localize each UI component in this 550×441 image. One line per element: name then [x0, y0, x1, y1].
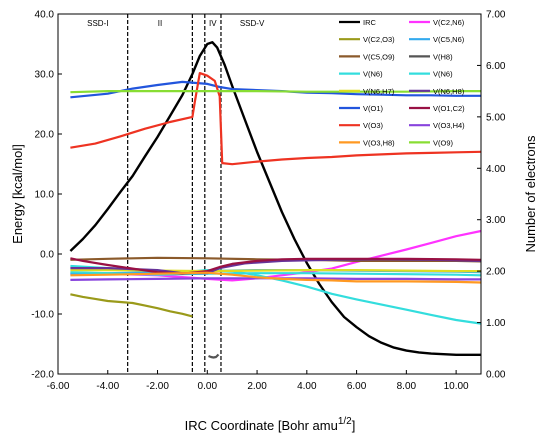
legend-label: V(N6): [433, 70, 453, 79]
legend-label: V(O3): [363, 121, 384, 130]
x-axis: -6.00 -4.00 -2.00 0.00 2.00 4.00 6.00 8.00 10.00: [47, 370, 469, 392]
x-tick-label: 6.00: [347, 381, 367, 392]
region-label: SSD-V: [240, 19, 265, 28]
y-axis-right: 7.00 6.00 5.00 4.00 3.00 2.00 1.00 0.00: [477, 10, 506, 381]
series-line-v-o3-h8-14: [70, 271, 482, 284]
x-axis-label: IRC Coordinate [Bohr amu1/2]: [185, 416, 356, 433]
y-right-tick-label: 4.00: [486, 164, 506, 175]
series-lines: [69, 41, 482, 359]
series-line-v-o9-15: [70, 90, 481, 94]
legend-label: V(N6): [363, 70, 383, 79]
plot-frame: [57, 13, 482, 375]
legend-label: V(C5,N6): [433, 35, 465, 44]
series-line-v-o1-c2-11: [70, 257, 482, 275]
series-line-v-o3-12: [70, 72, 482, 166]
x-tick-label: -2.00: [146, 381, 169, 392]
x-tick-label: 2.00: [247, 381, 267, 392]
region-lines: [127, 14, 222, 374]
region-label: II: [158, 19, 162, 28]
x-tick-label: -6.00: [47, 381, 70, 392]
series-line-v-h8-5: [208, 353, 220, 359]
series-line-v-o1-10: [70, 80, 481, 99]
y-tick-label: -20.0: [31, 370, 54, 381]
legend-label: V(O3,H4): [433, 121, 465, 130]
y-right-tick-label: 1.00: [486, 318, 506, 329]
x-tick-label: 0.00: [198, 381, 218, 392]
y-right-tick-label: 3.00: [486, 215, 506, 226]
y-right-tick-label: 5.00: [486, 112, 506, 123]
x-tick-label: -4.00: [96, 381, 119, 392]
y-tick-label: 20.0: [35, 130, 55, 141]
legend-label: V(C2,N6): [433, 18, 465, 27]
y-right-tick-label: 2.00: [486, 267, 506, 278]
x-tick-label: 8.00: [397, 381, 417, 392]
region-labels: SSD-I II IV SSD-V: [87, 19, 265, 28]
legend-label: V(C5,O9): [363, 52, 395, 61]
y-tick-label: 10.0: [35, 190, 55, 201]
y-tick-label: -10.0: [31, 310, 54, 321]
y-tick-label: 40.0: [35, 10, 55, 21]
y-tick-label: 0.0: [40, 250, 54, 261]
legend-label: V(H8): [433, 52, 453, 61]
legend-label: V(O3,H8): [363, 138, 395, 147]
series-line-v-c2-o3-2: [70, 293, 193, 318]
y-axis-label-right: Number of electrons: [523, 135, 538, 253]
region-label: SSD-I: [87, 19, 108, 28]
series-line-v-n6-h7-8: [70, 269, 481, 273]
legend-label: V(N6,H8): [433, 87, 465, 96]
x-tick-label: 4.00: [297, 381, 317, 392]
legend-label: IRC: [363, 18, 377, 27]
y-right-tick-label: 7.00: [486, 10, 506, 21]
y-right-tick-label: 0.00: [486, 370, 506, 381]
x-tick-label: 10.00: [444, 381, 469, 392]
legend-label: V(O1,C2): [433, 104, 465, 113]
legend: IRC V(C2,N6) V(C2,O3) V(C5,N6) V(C5,O9) V(H8)…: [339, 18, 465, 147]
region-label: IV: [209, 19, 217, 28]
legend-label: V(N6,H7): [363, 87, 395, 96]
y-axis-label-left: Energy [kcal/mol]: [10, 144, 25, 244]
series-line-irc-0: [69, 41, 481, 356]
legend-label: V(O9): [433, 138, 454, 147]
legend-label: V(O1): [363, 104, 384, 113]
y-right-tick-label: 6.00: [486, 61, 506, 72]
y-axis-left: 40.0 30.0 20.0 10.0 0.0 -10.0 -20.0: [31, 10, 62, 381]
legend-label: V(C2,O3): [363, 35, 395, 44]
y-tick-label: 30.0: [35, 70, 55, 81]
